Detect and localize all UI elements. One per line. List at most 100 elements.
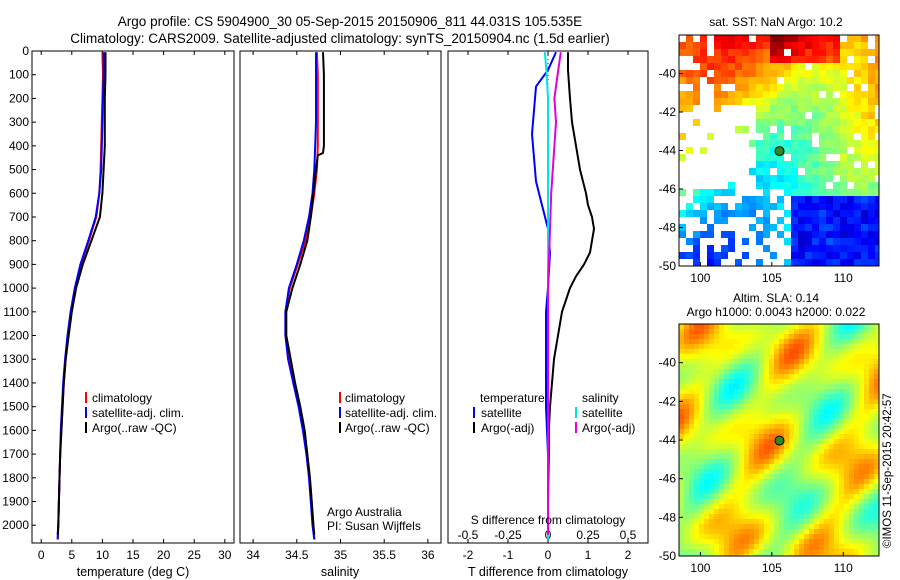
sla-cell xyxy=(824,334,829,339)
sst-cell xyxy=(819,35,826,42)
sst-cell xyxy=(819,154,826,161)
sla-cell xyxy=(729,419,734,424)
sst-cell xyxy=(819,63,826,70)
sla-cell xyxy=(794,454,799,459)
sst-cell xyxy=(868,196,875,203)
sst-cell xyxy=(840,245,847,252)
sla-cell xyxy=(814,379,819,384)
sla-cell xyxy=(749,509,754,514)
sla-cell xyxy=(719,339,724,344)
sst-cell xyxy=(868,238,875,245)
sla-cell xyxy=(749,429,754,434)
sst-cell xyxy=(868,210,875,217)
sla-cell xyxy=(689,424,694,429)
sla-cell xyxy=(699,354,704,359)
sla-cell xyxy=(804,329,809,334)
sla-cell xyxy=(704,384,709,389)
sst-cell xyxy=(798,49,805,56)
sla-cell xyxy=(804,409,809,414)
sst-cell xyxy=(840,63,847,70)
sst-cell xyxy=(854,217,861,224)
sst-cell xyxy=(875,217,879,224)
sla-cell xyxy=(734,539,739,544)
sla-cell xyxy=(869,414,874,419)
sla-cell xyxy=(684,554,689,556)
sla-cell xyxy=(799,414,804,419)
sla-cell xyxy=(774,384,779,389)
sla-cell xyxy=(849,454,854,459)
sla-cell xyxy=(694,499,699,504)
sla-cell xyxy=(694,464,699,469)
sst-cell xyxy=(784,210,791,217)
sst-cell xyxy=(833,168,840,175)
sla-cell xyxy=(769,454,774,459)
sla-cell xyxy=(774,479,779,484)
sla-cell xyxy=(814,459,819,464)
sla-cell xyxy=(754,334,759,339)
y-tick-label: -40 xyxy=(659,67,677,81)
sla-cell xyxy=(684,359,689,364)
sla-cell xyxy=(754,509,759,514)
sst-cell xyxy=(686,98,693,105)
sla-cell xyxy=(839,459,844,464)
sla-cell xyxy=(719,324,724,329)
sst-cell xyxy=(749,77,756,84)
sla-cell xyxy=(709,364,714,369)
sst-cell xyxy=(847,175,854,182)
sst-cell xyxy=(812,231,819,238)
sla-cell xyxy=(724,334,729,339)
sst-cell xyxy=(686,147,693,154)
sla-cell xyxy=(824,354,829,359)
sla-cell xyxy=(739,419,744,424)
sla-cell xyxy=(714,334,719,339)
sla-cell xyxy=(864,504,869,509)
sla-cell xyxy=(739,404,744,409)
sst-cell xyxy=(735,42,742,49)
sla-cell xyxy=(829,399,834,404)
sla-cell xyxy=(864,334,869,339)
sst-cell xyxy=(861,252,868,259)
sla-cell xyxy=(724,394,729,399)
sla-cell xyxy=(854,479,859,484)
sla-cell xyxy=(734,514,739,519)
sla-cell xyxy=(854,409,859,414)
sla-cell xyxy=(809,529,814,534)
sst-cell xyxy=(791,91,798,98)
sla-cell xyxy=(759,534,764,539)
sla-cell xyxy=(729,509,734,514)
sst-cell xyxy=(868,154,875,161)
sla-cell xyxy=(869,539,874,544)
sst-cell xyxy=(784,147,791,154)
sla-cell xyxy=(699,399,704,404)
sst-cell xyxy=(721,35,728,42)
sst-cell xyxy=(798,217,805,224)
sla-cell xyxy=(679,539,684,544)
sla-cell xyxy=(694,514,699,519)
sla-cell xyxy=(844,369,849,374)
sst-cell xyxy=(812,70,819,77)
sst-cell xyxy=(693,42,700,49)
sla-cell xyxy=(694,494,699,499)
sla-cell xyxy=(784,499,789,504)
sla-cell xyxy=(809,414,814,419)
sst-cell xyxy=(875,196,879,203)
sla-cell xyxy=(684,429,689,434)
sla-cell xyxy=(864,554,869,556)
sla-cell xyxy=(829,454,834,459)
sla-cell xyxy=(709,439,714,444)
sla-cell xyxy=(859,474,864,479)
sla-cell xyxy=(734,324,739,329)
sla-cell xyxy=(874,464,879,469)
sla-cell xyxy=(839,324,844,329)
sla-cell xyxy=(819,354,824,359)
sst-cell xyxy=(770,133,777,140)
sla-cell xyxy=(679,434,684,439)
sst-cell xyxy=(714,35,721,42)
sla-cell xyxy=(729,524,734,529)
sla-cell xyxy=(714,449,719,454)
sla-cell xyxy=(784,394,789,399)
sst-cell xyxy=(840,126,847,133)
sla-cell xyxy=(774,369,779,374)
sla-cell xyxy=(779,549,784,554)
sla-cell xyxy=(709,544,714,549)
